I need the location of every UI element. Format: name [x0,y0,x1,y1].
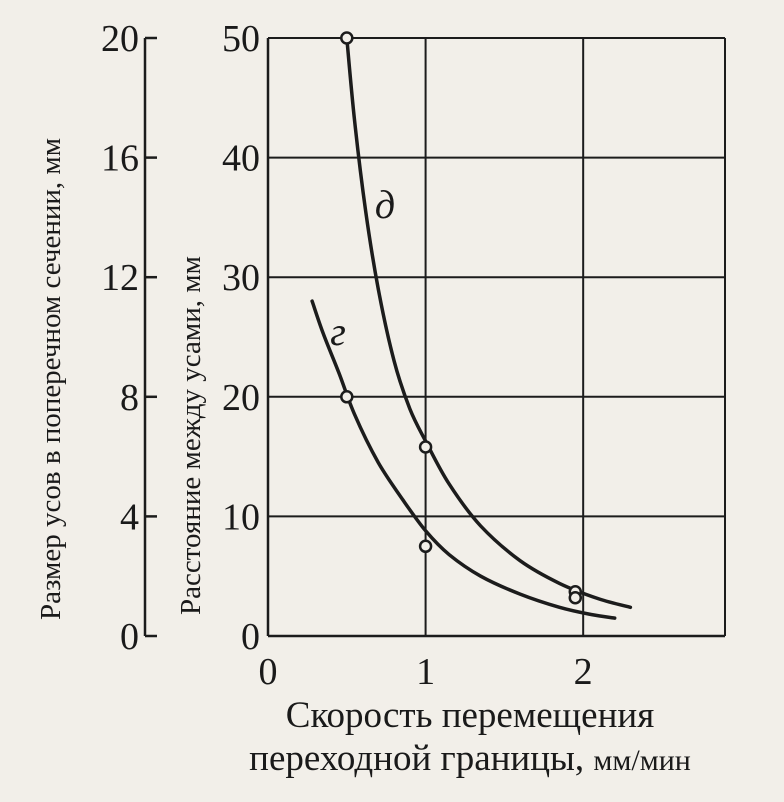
x-axis-label-line2-main: переходной границы, [249,738,593,779]
outer-y-tick-label: 12 [101,257,139,299]
inner-y-tick-label: 30 [222,257,260,299]
inner-y-tick-label: 40 [222,138,260,180]
y-axis-label-outer: Размер усов в поперечном сечении, мм [35,138,67,620]
inner-y-tick-label: 50 [222,18,260,60]
outer-y-tick-label: 4 [120,496,139,538]
outer-y-tick-label: 8 [120,377,139,419]
series-line-d [345,36,633,610]
inner-y-tick-label: 10 [222,496,260,538]
data-point [418,539,433,554]
inner-y-ticks: 0 10 20 30 40 50 [222,18,260,658]
y-axis-label-inner: Расстояние между усами, мм [175,256,207,615]
outer-y-tick-label: 20 [101,18,139,60]
data-point [418,440,433,454]
x-axis-label-line1: Скорость перемещения [286,695,654,736]
data-point [340,390,354,404]
data-point [568,590,583,605]
inner-y-tick-label: 20 [222,377,260,419]
x-axis-label-line2: переходной границы, мм/мин [249,738,691,779]
x-axis-label-units: мм/мин [593,744,690,777]
outer-y-tick-label: 0 [120,616,139,658]
x-tick-label: 0 [259,651,278,693]
series-label: г [330,309,346,354]
series-label: д [375,182,395,227]
inner-y-tick-label: 0 [241,616,260,658]
outer-y-axis: 0 4 8 12 16 20 [101,18,157,658]
outer-y-tick-label: 16 [101,138,139,180]
x-tick-label: 1 [416,651,435,693]
x-tick-label: 2 [574,651,593,693]
series-layer: дг [310,31,633,620]
data-point [340,31,354,45]
x-ticks: 0 1 2 [259,651,593,693]
series-line-g [310,299,617,620]
